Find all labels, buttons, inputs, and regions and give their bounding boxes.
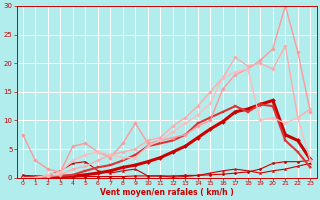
X-axis label: Vent moyen/en rafales ( km/h ): Vent moyen/en rafales ( km/h )	[100, 188, 234, 197]
